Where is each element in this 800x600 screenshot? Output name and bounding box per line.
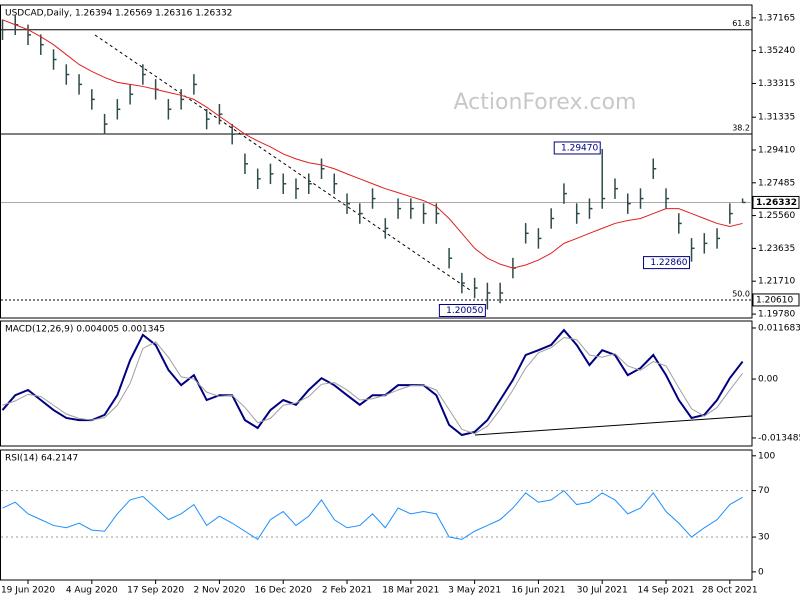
x-tick-label: 30 Jul 2021 — [577, 586, 628, 596]
level-label: 50.0 — [732, 289, 750, 298]
x-tick-label: 2 Nov 2020 — [193, 586, 245, 596]
y-tick-label: 1.21710 — [758, 277, 795, 287]
series-line — [2, 19, 743, 269]
x-tick-label: 19 Jun 2020 — [1, 586, 55, 596]
last-price-label: 1.26332 — [756, 198, 797, 208]
series-line — [2, 336, 743, 435]
annotation-box — [438, 303, 486, 317]
watermark: ActionForex.com — [454, 90, 637, 115]
x-tick-label: 16 Dec 2020 — [254, 586, 312, 596]
annotation-label: 1.22860 — [650, 258, 687, 268]
annotation-box — [643, 256, 691, 270]
x-tick-label: 17 Sep 2020 — [127, 586, 184, 596]
annotation-label: 1.20050 — [446, 306, 483, 316]
x-tick-label: 28 Oct 2021 — [702, 586, 758, 596]
series-line — [1, 328, 744, 437]
y-tick-label: 0.00 — [758, 375, 778, 385]
y-tick-label: 1.31335 — [758, 113, 795, 123]
y-tick-label: 30 — [758, 533, 770, 543]
series-line — [2, 489, 743, 541]
annotation-label: 1.29470 — [561, 143, 598, 153]
x-tick-label: 4 Aug 2020 — [66, 586, 118, 596]
level-value-label: 1.20610 — [756, 295, 793, 305]
x-tick-label: 2 Feb 2021 — [322, 586, 372, 596]
level-box — [752, 293, 800, 307]
last-price-box — [752, 195, 800, 209]
level-label: 61.8 — [732, 19, 750, 28]
annotation-box — [553, 141, 601, 155]
y-tick-label: 70 — [758, 486, 770, 496]
macd-trend-line — [474, 415, 753, 436]
x-tick-label: 14 Sep 2021 — [637, 586, 694, 596]
panel-frame — [0, 4, 753, 319]
panel-title: USDCAD,Daily, 1.26394 1.26569 1.26316 1.… — [5, 9, 232, 19]
y-tick-label: 1.23635 — [758, 244, 795, 254]
y-tick-label: 1.25560 — [758, 211, 795, 221]
panel-frame — [0, 449, 753, 581]
y-tick-label: 1.37165 — [758, 13, 795, 23]
panel-title: MACD(12,26,9) 0.004005 0.001345 — [5, 325, 165, 335]
y-tick-label: 0 — [758, 567, 764, 577]
y-tick-label: 1.29410 — [758, 145, 795, 155]
y-tick-label: 0.011683 — [758, 323, 800, 333]
y-tick-label: -0.013485 — [758, 433, 800, 443]
x-tick-label: 18 Mar 2021 — [382, 586, 439, 596]
y-tick-label: 100 — [758, 451, 775, 461]
y-tick-label: 1.19780 — [758, 310, 795, 320]
panel-frame — [0, 320, 753, 447]
panel-title: RSI(14) 64.2147 — [5, 454, 78, 464]
y-tick-label: 1.35240 — [758, 46, 795, 56]
x-tick-label: 16 Jun 2021 — [511, 586, 565, 596]
y-tick-label: 1.33315 — [758, 79, 795, 89]
y-tick-label: 1.27485 — [758, 178, 795, 188]
x-tick-label: 3 May 2021 — [448, 586, 501, 596]
level-label: 38.2 — [732, 123, 750, 132]
